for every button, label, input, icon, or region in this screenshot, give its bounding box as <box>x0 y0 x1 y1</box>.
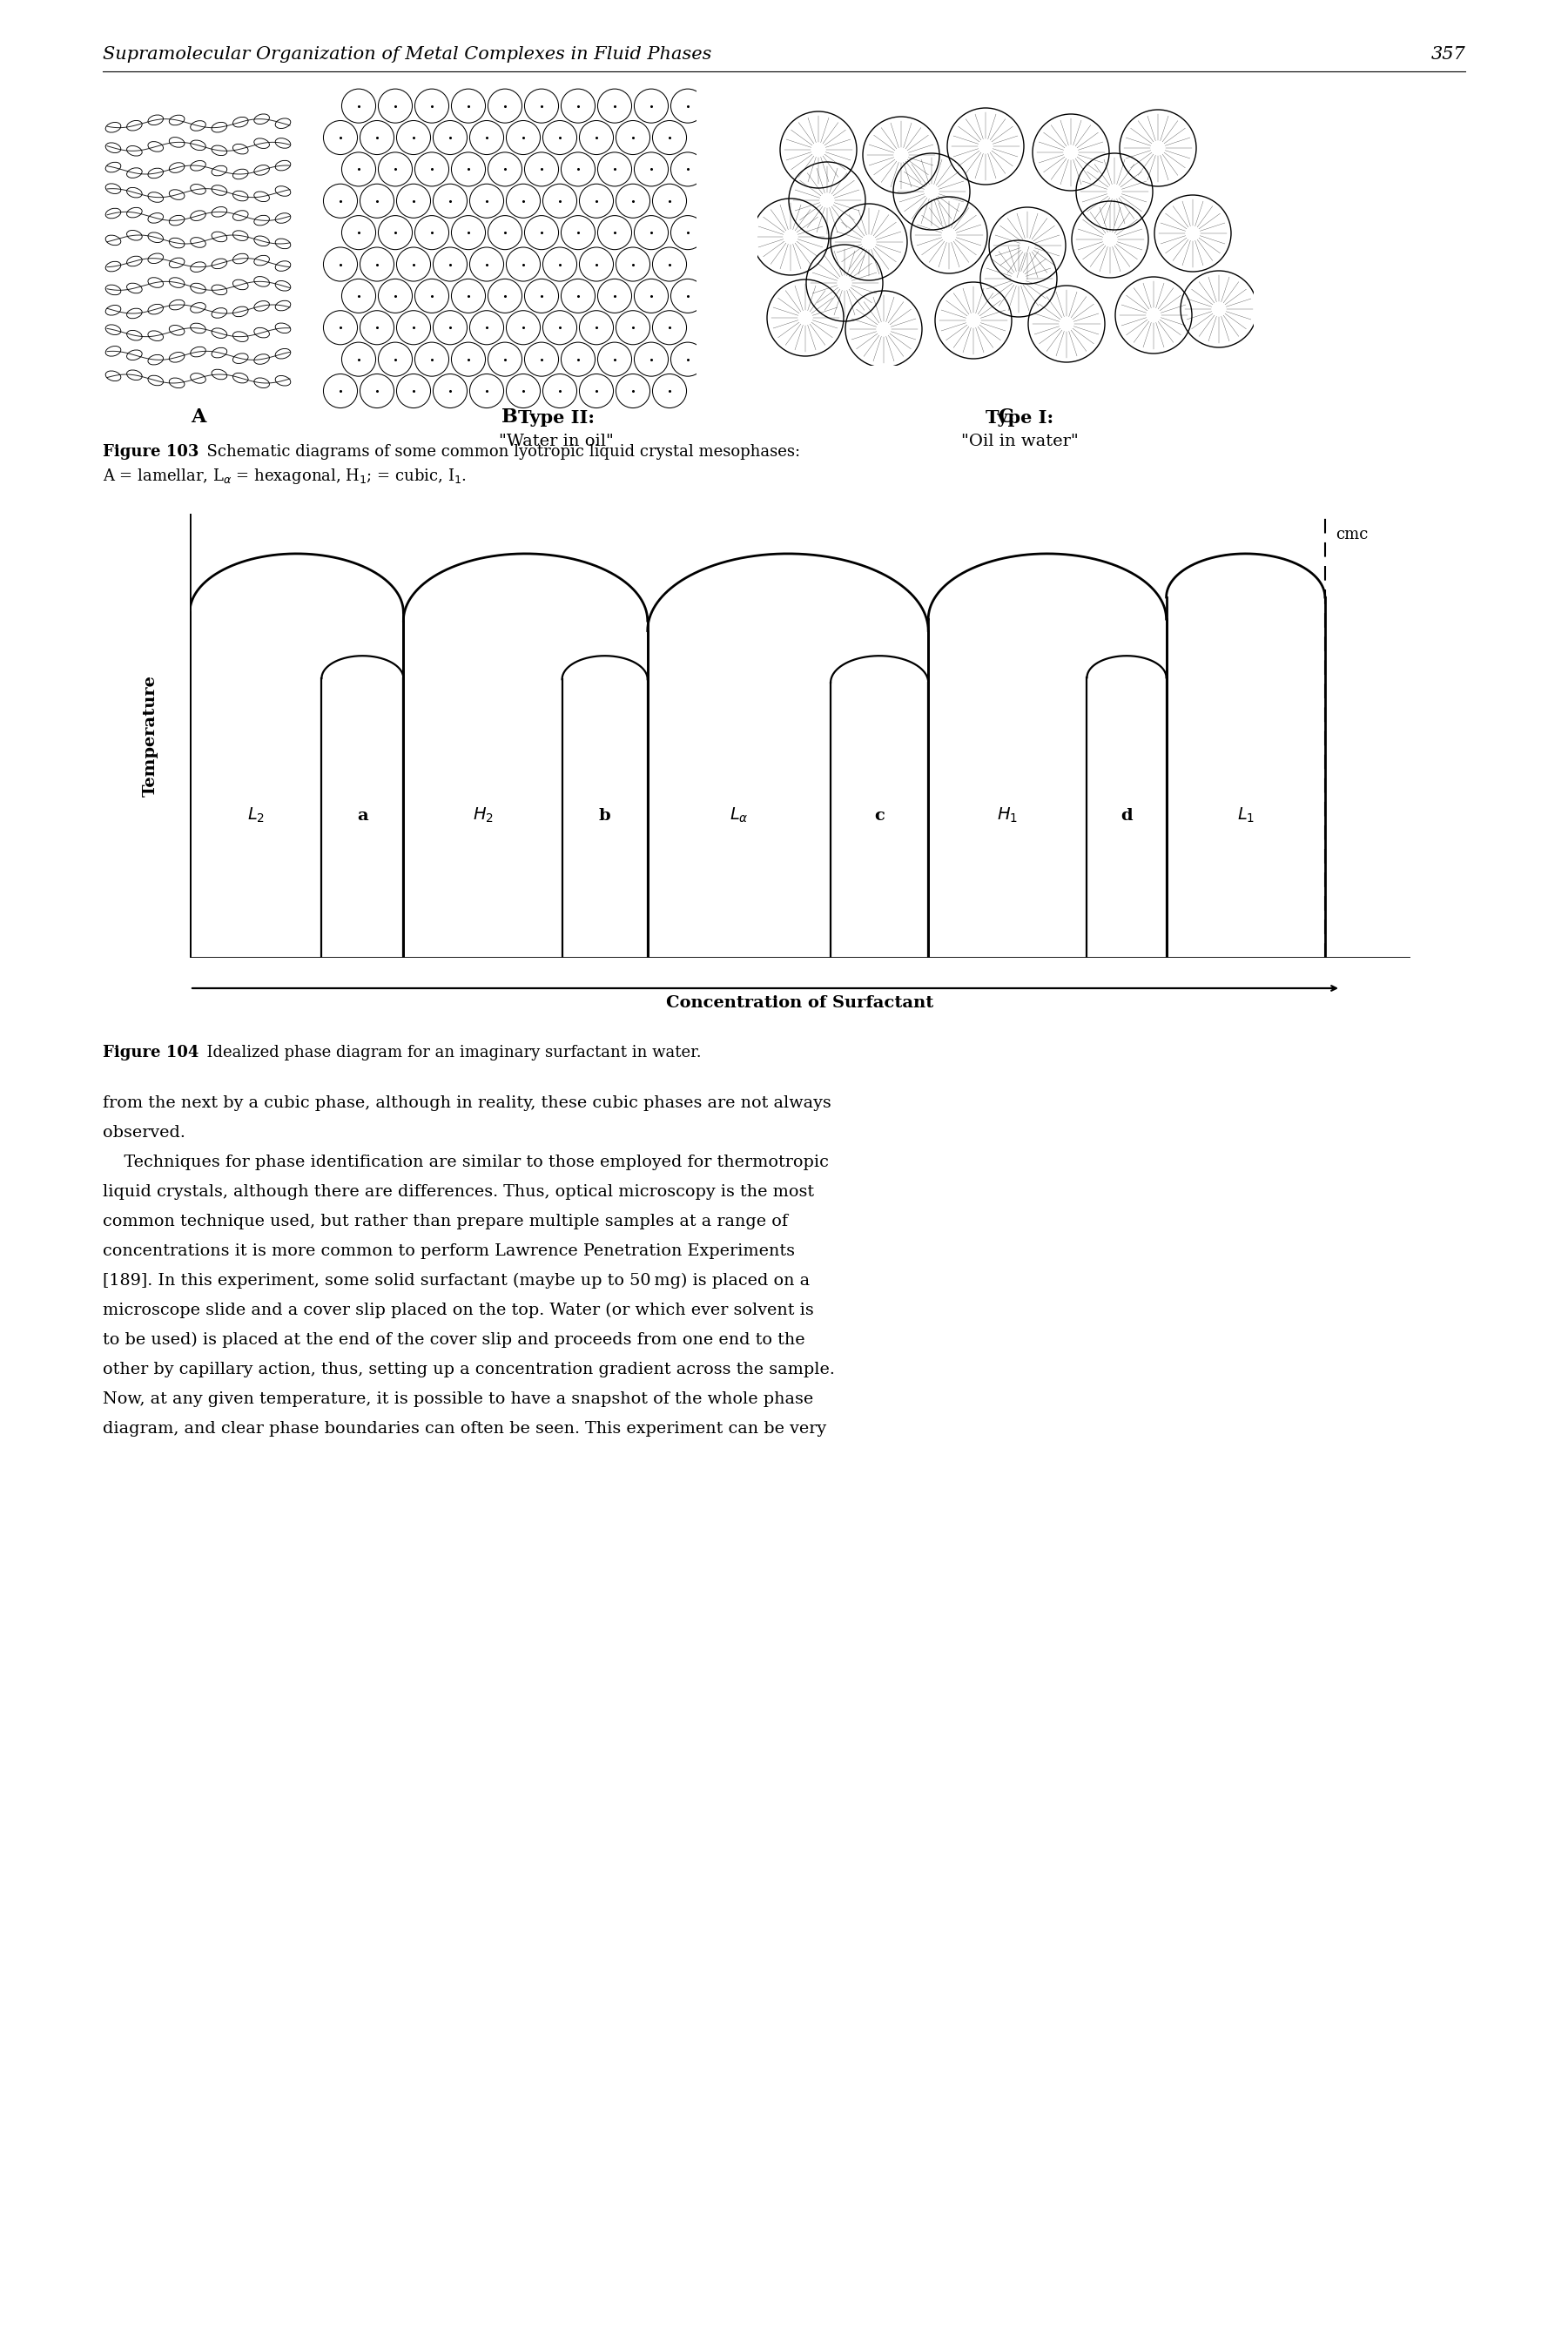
Text: Figure 103: Figure 103 <box>103 444 199 461</box>
Text: $H_1$: $H_1$ <box>997 806 1018 825</box>
Text: 357: 357 <box>1430 47 1465 63</box>
Text: $H_2$: $H_2$ <box>472 806 494 825</box>
Text: other by capillary action, thus, setting up a concentration gradient across the : other by capillary action, thus, setting… <box>103 1361 834 1377</box>
Text: Concentration of Surfactant: Concentration of Surfactant <box>666 994 935 1010</box>
Text: Idealized phase diagram for an imaginary surfactant in water.: Idealized phase diagram for an imaginary… <box>196 1046 701 1060</box>
Text: from the next by a cubic phase, although in reality, these cubic phases are not : from the next by a cubic phase, although… <box>103 1095 831 1112</box>
Text: Temperature: Temperature <box>143 674 158 797</box>
Text: "Water in oil": "Water in oil" <box>499 435 613 449</box>
Text: cmc: cmc <box>1336 526 1367 543</box>
Text: A: A <box>191 407 205 428</box>
Text: a: a <box>358 808 368 822</box>
Text: C: C <box>997 407 1013 428</box>
Text: Figure 104: Figure 104 <box>103 1046 199 1060</box>
Text: diagram, and clear phase boundaries can often be seen. This experiment can be ve: diagram, and clear phase boundaries can … <box>103 1422 826 1436</box>
Text: Schematic diagrams of some common lyotropic liquid crystal mesophases:: Schematic diagrams of some common lyotro… <box>196 444 800 461</box>
Text: Now, at any given temperature, it is possible to have a snapshot of the whole ph: Now, at any given temperature, it is pos… <box>103 1391 814 1408</box>
Text: common technique used, but rather than prepare multiple samples at a range of: common technique used, but rather than p… <box>103 1213 787 1229</box>
Text: b: b <box>599 808 612 822</box>
Text: $L_\alpha$: $L_\alpha$ <box>729 806 748 825</box>
Text: Supramolecular Organization of Metal Complexes in Fluid Phases: Supramolecular Organization of Metal Com… <box>103 47 712 63</box>
Text: observed.: observed. <box>103 1126 185 1140</box>
Text: [189]. In this experiment, some solid surfactant (maybe up to 50 mg) is placed o: [189]. In this experiment, some solid su… <box>103 1274 809 1288</box>
Text: Techniques for phase identification are similar to those employed for thermotrop: Techniques for phase identification are … <box>103 1154 829 1170</box>
Text: B: B <box>502 407 517 428</box>
Text: to be used) is placed at the end of the cover slip and proceeds from one end to : to be used) is placed at the end of the … <box>103 1332 804 1349</box>
Text: liquid crystals, although there are differences. Thus, optical microscopy is the: liquid crystals, although there are diff… <box>103 1184 814 1201</box>
Text: Type II:: Type II: <box>517 409 594 428</box>
Text: c: c <box>875 808 884 822</box>
Text: d: d <box>1121 808 1132 822</box>
Text: Type I:: Type I: <box>986 409 1054 428</box>
Text: "Oil in water": "Oil in water" <box>961 435 1079 449</box>
Text: $L_2$: $L_2$ <box>246 806 265 825</box>
Text: $L_1$: $L_1$ <box>1237 806 1254 825</box>
Text: concentrations it is more common to perform Lawrence Penetration Experiments: concentrations it is more common to perf… <box>103 1243 795 1260</box>
Text: microscope slide and a cover slip placed on the top. Water (or which ever solven: microscope slide and a cover slip placed… <box>103 1302 814 1318</box>
Text: A = lamellar, L$_\alpha$ = hexagonal, H$_1$; = cubic, I$_1$.: A = lamellar, L$_\alpha$ = hexagonal, H$… <box>103 468 467 486</box>
